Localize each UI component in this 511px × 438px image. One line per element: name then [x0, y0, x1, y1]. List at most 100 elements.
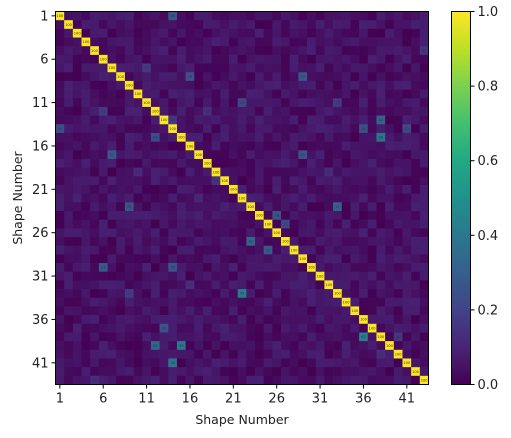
heatmap-cell: [367, 141, 377, 151]
heatmap-cell: [324, 211, 334, 221]
heatmap-cell: [142, 193, 152, 203]
heatmap-cell: [176, 115, 186, 125]
heatmap-cell: [385, 289, 395, 299]
cell-value-label: 15: [170, 118, 175, 122]
heatmap-cell: [298, 280, 308, 290]
heatmap-cell: [376, 237, 386, 247]
heatmap-cell: [263, 11, 273, 21]
heatmap-cell: [116, 306, 126, 316]
heatmap-cell: [419, 20, 429, 30]
heatmap-cell: [133, 375, 143, 385]
heatmap-cell: [367, 20, 377, 30]
heatmap-cell: [419, 11, 429, 21]
heatmap-cell: [64, 141, 74, 151]
heatmap-cell: [220, 219, 230, 229]
heatmap-cell: [98, 115, 108, 125]
cell-value-label: 100: [325, 283, 333, 287]
heatmap-cell: [281, 11, 291, 21]
heatmap-cell: [107, 375, 117, 385]
heatmap-cell: [185, 349, 195, 359]
heatmap-cell: [393, 219, 403, 229]
heatmap-cell: [419, 306, 429, 316]
cell-value-label: 100: [291, 248, 299, 252]
heatmap-cell: [411, 271, 421, 281]
heatmap-cell: [202, 306, 212, 316]
heatmap-cell: [341, 211, 351, 221]
heatmap-cell: [376, 280, 386, 290]
heatmap-cell: [176, 89, 186, 99]
heatmap-cell: [350, 20, 360, 30]
heatmap-cell: [202, 193, 212, 203]
heatmap-cell: [55, 289, 65, 299]
heatmap-cell: [176, 341, 186, 351]
heatmap-cell: [237, 63, 247, 73]
heatmap-cell: [307, 315, 317, 325]
heatmap-cell: [393, 115, 403, 125]
heatmap-cell: [64, 211, 74, 221]
heatmap-cell: [419, 375, 429, 385]
cell-value-label: 100: [161, 118, 169, 122]
heatmap-cell: [168, 54, 178, 64]
heatmap-cell: [263, 106, 273, 116]
heatmap-cell: [98, 271, 108, 281]
heatmap-cell: [307, 20, 317, 30]
heatmap-cell: [402, 89, 412, 99]
heatmap-cell: [419, 349, 429, 359]
heatmap-cell: [359, 341, 369, 351]
heatmap-cell: [81, 341, 91, 351]
heatmap-cell: [281, 124, 291, 134]
heatmap-cell: [220, 46, 230, 56]
heatmap-cell: [289, 124, 299, 134]
heatmap-cell: [324, 150, 334, 160]
heatmap-cell: [185, 37, 195, 47]
heatmap-cell: [98, 72, 108, 82]
cell-value-label: 100: [82, 40, 90, 44]
heatmap-cell: [202, 263, 212, 273]
heatmap-cell: [237, 132, 247, 142]
heatmap-cell: [341, 271, 351, 281]
heatmap-cell: [385, 11, 395, 21]
heatmap-cell: [263, 332, 273, 342]
heatmap-cell: [72, 184, 82, 195]
cell-value-label: 27: [110, 153, 115, 157]
heatmap-cell: [124, 375, 134, 385]
heatmap-cell: [116, 132, 126, 142]
heatmap-cell: [194, 245, 204, 255]
heatmap-cell: [281, 80, 291, 90]
heatmap-cell: [211, 28, 221, 38]
heatmap-cell: [376, 124, 386, 134]
heatmap-cell: [72, 297, 82, 307]
heatmap-cell: [124, 349, 134, 359]
heatmap-cell: [393, 254, 403, 264]
heatmap-cell: [159, 219, 169, 229]
heatmap-cell: [150, 115, 160, 125]
heatmap-cell: [255, 63, 265, 73]
cell-value-label: 100: [91, 49, 99, 53]
heatmap-cell: [159, 375, 169, 385]
heatmap-cell: [367, 211, 377, 221]
cell-value-label: 13: [205, 110, 210, 114]
heatmap-cell: [90, 306, 100, 316]
heatmap-cell: [246, 211, 256, 221]
heatmap-cell: [393, 367, 403, 377]
heatmap-cell: [116, 245, 126, 255]
heatmap-cell: [255, 167, 265, 177]
heatmap-cell: [298, 28, 308, 38]
heatmap-cell: [281, 254, 291, 264]
heatmap-cell: [393, 124, 403, 134]
heatmap-cell: [133, 28, 143, 38]
heatmap-cell: [289, 106, 299, 116]
heatmap-cell: [367, 245, 377, 255]
heatmap-cell: [281, 211, 291, 221]
heatmap-cell: [341, 184, 351, 195]
heatmap-cell: [211, 245, 221, 255]
heatmap-cell: [159, 358, 169, 368]
heatmap-cell: [350, 141, 360, 151]
heatmap-cell: [176, 254, 186, 264]
heatmap-cell: [194, 332, 204, 342]
heatmap-cell: [367, 297, 377, 307]
heatmap-cell: [64, 176, 74, 186]
heatmap-cell: [341, 72, 351, 82]
y-tick-label: 36: [32, 313, 49, 328]
heatmap-cell: [272, 375, 282, 385]
